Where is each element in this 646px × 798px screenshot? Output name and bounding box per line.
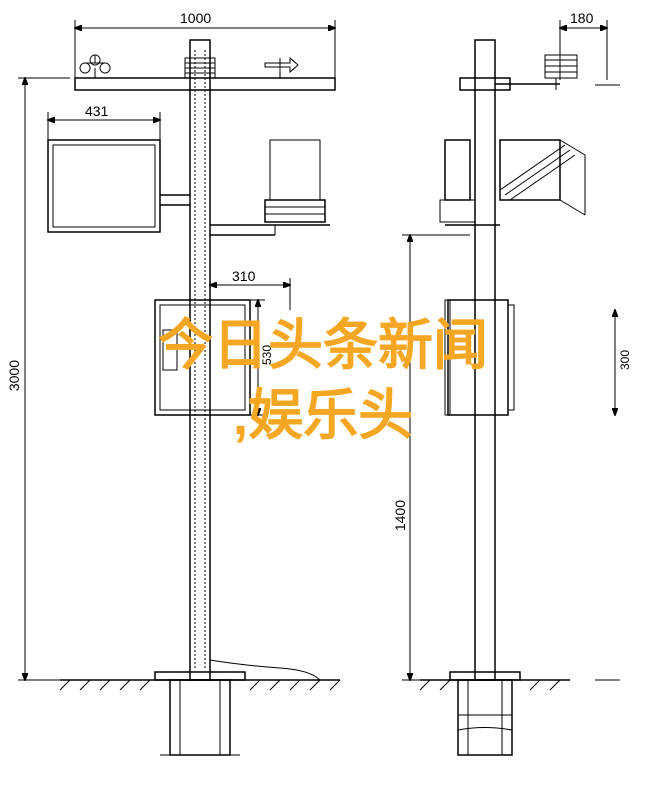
dim-lower-height: 1400: [392, 500, 408, 531]
dim-box-width: 310: [232, 268, 255, 284]
dim-top-height: 180: [570, 10, 593, 26]
overlay-text-line1: 今日头条新闻: [0, 300, 646, 380]
overlay-text-line2: ,娱乐头: [0, 370, 646, 450]
dim-top-width: 1000: [180, 10, 211, 26]
dim-panel-width: 431: [85, 103, 108, 119]
